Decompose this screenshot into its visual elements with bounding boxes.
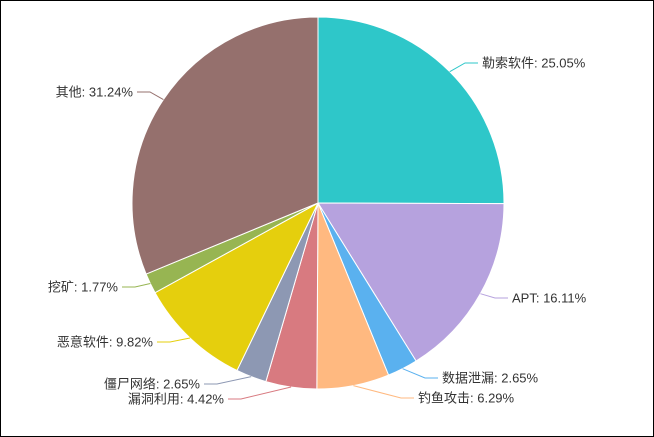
label-line-botnet (204, 376, 252, 385)
slice-label-malware: 恶意软件: 9.82% (57, 335, 154, 350)
label-line-ransomware (449, 62, 478, 73)
label-line-mining (122, 283, 151, 288)
slice-label-mining: 挖矿: 1.77% (48, 280, 119, 295)
label-line-data-leak (402, 368, 438, 379)
label-line-phishing (353, 385, 414, 399)
label-line-exploit (228, 386, 292, 400)
label-line-other (137, 91, 164, 101)
slice-label-apt: APT: 16.11% (512, 291, 587, 306)
label-line-apt (480, 293, 508, 299)
pie-slice-other[interactable] (131, 16, 319, 275)
slice-label-ransomware: 勒索软件: 25.05% (482, 56, 586, 71)
slice-label-other: 其他: 31.24% (56, 85, 134, 100)
label-line-malware (157, 337, 191, 343)
slice-label-exploit: 漏洞利用: 4.42% (128, 392, 225, 407)
slice-label-phishing: 钓鱼攻击: 6.29% (418, 391, 515, 406)
pie-slice-apt[interactable] (317, 202, 505, 362)
slice-label-botnet: 僵尸网络: 2.65% (104, 377, 201, 392)
pie-slice-malware[interactable] (154, 202, 319, 371)
pie-slice-ransomware[interactable] (317, 16, 505, 205)
slice-label-data-leak: 数据泄漏: 2.65% (442, 371, 539, 386)
